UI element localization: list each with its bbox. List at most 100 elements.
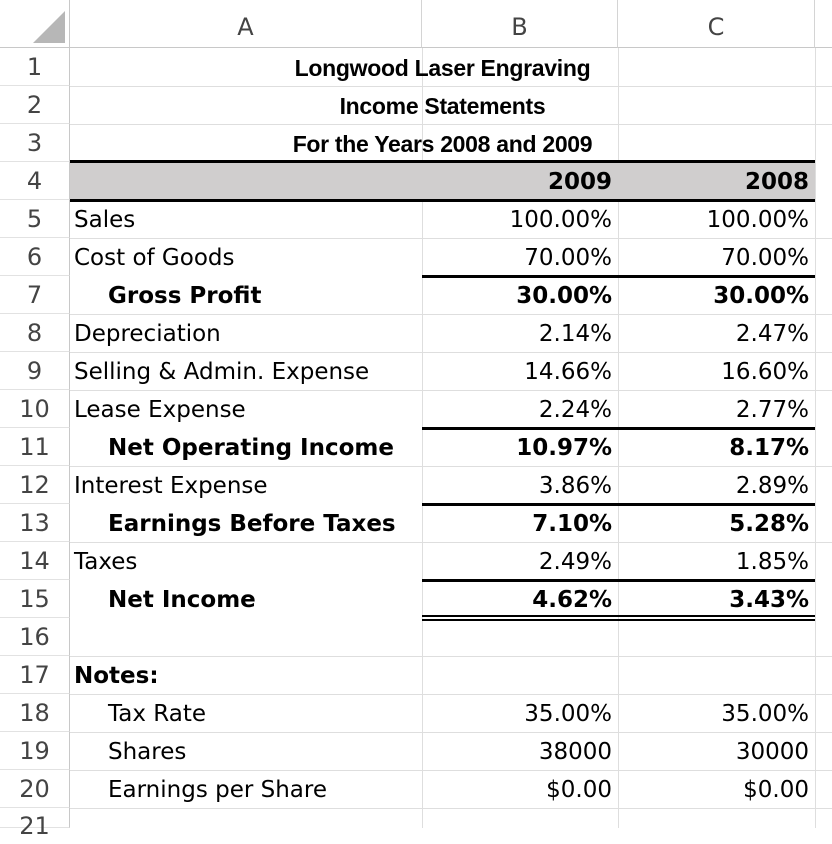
- row-header[interactable]: 18: [0, 694, 70, 732]
- row-header[interactable]: 13: [0, 504, 70, 542]
- gridline: [422, 48, 423, 828]
- value-c[interactable]: 30000: [735, 739, 809, 765]
- value-b[interactable]: 38000: [538, 739, 612, 765]
- label-selling-admin[interactable]: Selling & Admin. Expense: [74, 359, 370, 385]
- period-title[interactable]: For the Years 2008 and 2009: [292, 131, 593, 157]
- label-interest-expense[interactable]: Interest Expense: [74, 473, 268, 499]
- gridline: [70, 86, 832, 87]
- value-c[interactable]: $0.00: [743, 777, 809, 803]
- row-header[interactable]: 7: [0, 276, 70, 314]
- double-underline-bottom: [422, 619, 815, 621]
- select-all-corner[interactable]: [0, 0, 70, 48]
- gridline: [815, 48, 816, 828]
- value-c[interactable]: 3.43%: [729, 587, 809, 613]
- year-header-c[interactable]: 2008: [744, 169, 809, 195]
- label-cost-of-goods[interactable]: Cost of Goods: [74, 245, 235, 271]
- value-b[interactable]: 3.86%: [538, 473, 612, 499]
- value-c[interactable]: 70.00%: [721, 245, 809, 271]
- gridline: [70, 542, 832, 543]
- value-c[interactable]: 2.89%: [735, 473, 809, 499]
- column-header-c[interactable]: C: [618, 0, 815, 48]
- gridline: [70, 808, 832, 809]
- value-b[interactable]: 14.66%: [524, 359, 612, 385]
- column-header-b[interactable]: B: [422, 0, 618, 48]
- label-earnings-before-taxes[interactable]: Earnings Before Taxes: [108, 511, 396, 537]
- label-sales[interactable]: Sales: [74, 207, 136, 233]
- subtotal-rule: [422, 275, 815, 278]
- row-header[interactable]: 19: [0, 732, 70, 770]
- header-top-rule: [70, 160, 815, 163]
- gridline: [70, 124, 832, 125]
- value-c[interactable]: 100.00%: [706, 207, 809, 233]
- value-b[interactable]: 30.00%: [516, 283, 612, 309]
- value-b[interactable]: 4.62%: [532, 587, 612, 613]
- value-b[interactable]: 2.49%: [538, 549, 612, 575]
- select-all-triangle-icon: [33, 11, 65, 43]
- value-b[interactable]: $0.00: [546, 777, 612, 803]
- double-underline-top: [422, 615, 815, 617]
- subtotal-rule: [422, 579, 815, 582]
- label-gross-profit[interactable]: Gross Profit: [108, 283, 262, 309]
- notes-heading[interactable]: Notes:: [74, 663, 159, 689]
- subtotal-rule: [422, 427, 815, 430]
- value-c[interactable]: 5.28%: [729, 511, 809, 537]
- value-c[interactable]: 16.60%: [721, 359, 809, 385]
- label-net-operating-income[interactable]: Net Operating Income: [108, 435, 394, 461]
- header-bottom-rule: [70, 199, 815, 202]
- row-header[interactable]: 14: [0, 542, 70, 580]
- row-header[interactable]: 12: [0, 466, 70, 504]
- header-band: [70, 162, 815, 202]
- label-depreciation[interactable]: Depreciation: [74, 321, 221, 347]
- row-header[interactable]: 20: [0, 770, 70, 808]
- year-header-b[interactable]: 2009: [547, 169, 612, 195]
- label-net-income[interactable]: Net Income: [108, 587, 256, 613]
- value-b[interactable]: 7.10%: [532, 511, 612, 537]
- value-c[interactable]: 30.00%: [713, 283, 809, 309]
- gridline: [70, 656, 832, 657]
- gridline: [70, 770, 832, 771]
- label-tax-rate[interactable]: Tax Rate: [108, 701, 206, 727]
- company-title[interactable]: Longwood Laser Engraving: [294, 55, 591, 81]
- value-b[interactable]: 70.00%: [524, 245, 612, 271]
- row-header[interactable]: 10: [0, 390, 70, 428]
- row-header[interactable]: 8: [0, 314, 70, 352]
- gridline: [70, 732, 832, 733]
- label-shares[interactable]: Shares: [108, 739, 187, 765]
- value-c[interactable]: 35.00%: [721, 701, 809, 727]
- row-header[interactable]: 9: [0, 352, 70, 390]
- subtotal-rule: [422, 503, 815, 506]
- row-header[interactable]: 2: [0, 86, 70, 124]
- row-header[interactable]: 1: [0, 48, 70, 86]
- value-b[interactable]: 10.97%: [516, 435, 612, 461]
- label-lease-expense[interactable]: Lease Expense: [74, 397, 246, 423]
- value-b[interactable]: 100.00%: [509, 207, 612, 233]
- statement-title[interactable]: Income Statements: [339, 93, 546, 119]
- row-header[interactable]: 4: [0, 162, 70, 200]
- gridline: [70, 238, 832, 239]
- gridline: [70, 466, 832, 467]
- row-header[interactable]: 6: [0, 238, 70, 276]
- row-header[interactable]: 5: [0, 200, 70, 238]
- column-header-a[interactable]: A: [70, 0, 422, 48]
- row-header[interactable]: 11: [0, 428, 70, 466]
- row-header[interactable]: 17: [0, 656, 70, 694]
- gridline: [70, 352, 832, 353]
- value-c[interactable]: 1.85%: [735, 549, 809, 575]
- value-b[interactable]: 35.00%: [524, 701, 612, 727]
- row-header[interactable]: 21: [0, 808, 70, 840]
- row-header[interactable]: 16: [0, 618, 70, 656]
- value-b[interactable]: 2.14%: [538, 321, 612, 347]
- gridline: [70, 694, 832, 695]
- row-header[interactable]: 3: [0, 124, 70, 162]
- column-header-d[interactable]: [815, 0, 832, 48]
- value-b[interactable]: 2.24%: [538, 397, 612, 423]
- value-c[interactable]: 8.17%: [729, 435, 809, 461]
- row-header[interactable]: 15: [0, 580, 70, 618]
- value-c[interactable]: 2.77%: [735, 397, 809, 423]
- gridline: [618, 48, 619, 828]
- value-c[interactable]: 2.47%: [735, 321, 809, 347]
- gridline: [70, 390, 832, 391]
- label-taxes[interactable]: Taxes: [74, 549, 138, 575]
- label-earnings-per-share[interactable]: Earnings per Share: [108, 777, 328, 803]
